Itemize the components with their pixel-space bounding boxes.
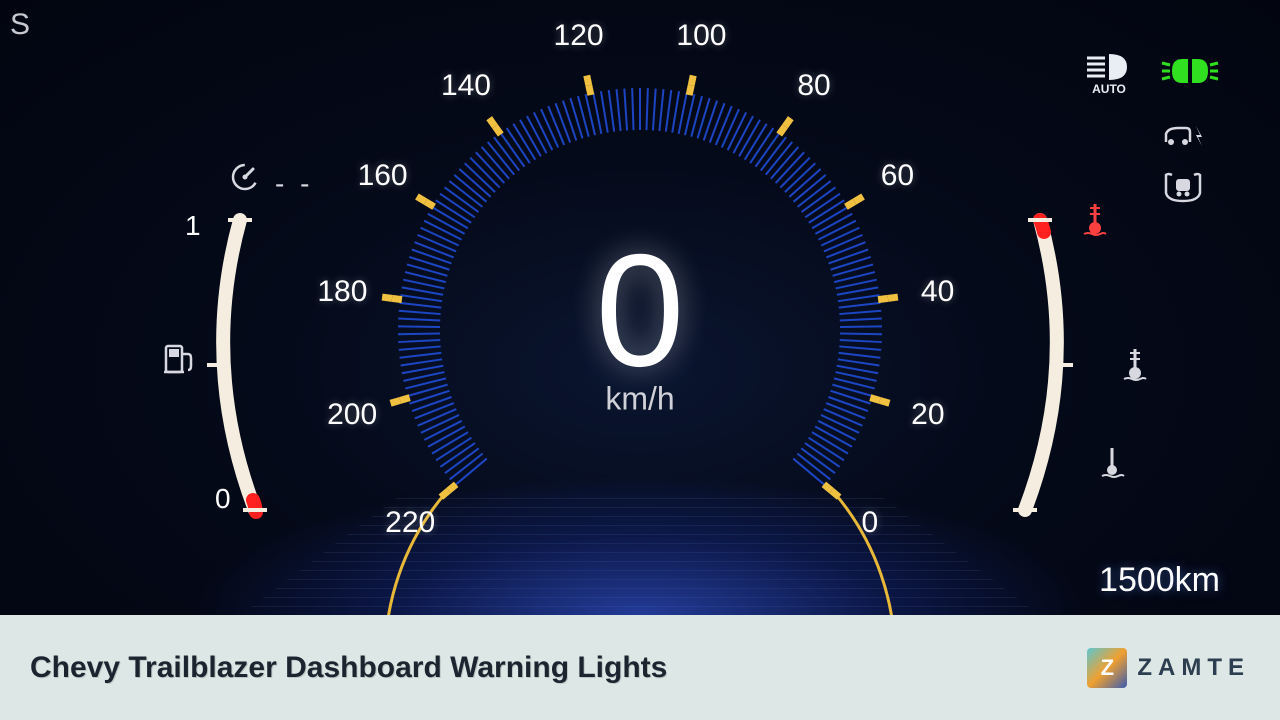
indicator-cluster: AUTO	[1083, 50, 1220, 96]
speed-tick-label: 120	[554, 19, 604, 53]
speed-tick-label: 0	[861, 506, 878, 540]
speed-value: 0	[596, 243, 685, 379]
speed-tick-label: 200	[327, 398, 377, 432]
brand-name: ZAMTE	[1137, 654, 1250, 682]
caption-text: Chevy Trailblazer Dashboard Warning Ligh…	[30, 651, 667, 685]
speed-tick-label: 100	[676, 19, 726, 53]
auto-highbeam-icon: AUTO	[1083, 50, 1135, 96]
temp-cold-icon	[1099, 445, 1125, 484]
speed-tick-label: 160	[358, 159, 408, 193]
temp-mid-icon	[1120, 345, 1150, 388]
fuel-min-label: 0	[215, 483, 231, 515]
fuel-max-label: 1	[185, 210, 201, 242]
speedometer: 0 km/h 020406080100120140160180200220	[330, 20, 950, 615]
speed-tick-label: 180	[317, 275, 367, 309]
drl-icon	[1160, 53, 1220, 94]
brand: Z ZAMTE	[1087, 648, 1250, 688]
lane-assist-icon	[1156, 165, 1210, 212]
speed-tick-label: 220	[385, 506, 435, 540]
speed-tick-label: 80	[797, 69, 830, 103]
fuel-gauge: 1 0	[160, 180, 310, 550]
speed-tick-label: 60	[881, 159, 914, 193]
speed-unit: km/h	[596, 381, 685, 418]
brand-logo-icon: Z	[1087, 648, 1127, 688]
fuel-pump-icon	[160, 340, 198, 383]
speed-tick-label: 140	[441, 69, 491, 103]
auto-label: AUTO	[1083, 82, 1135, 96]
gear-indicator: S	[10, 8, 30, 42]
speed-tick-label: 40	[921, 275, 954, 309]
caption-bar: Chevy Trailblazer Dashboard Warning Ligh…	[0, 615, 1280, 720]
speed-tick-label: 20	[911, 398, 944, 432]
dashboard-cluster: S - -	[0, 0, 1280, 615]
odometer-value: 1500	[1099, 561, 1175, 599]
speed-display: 0 km/h	[596, 243, 685, 418]
odometer: 1500km	[1099, 561, 1220, 600]
temp-hot-icon	[1080, 200, 1110, 243]
odometer-unit: km	[1175, 561, 1220, 599]
forward-collision-icon	[1160, 120, 1210, 155]
